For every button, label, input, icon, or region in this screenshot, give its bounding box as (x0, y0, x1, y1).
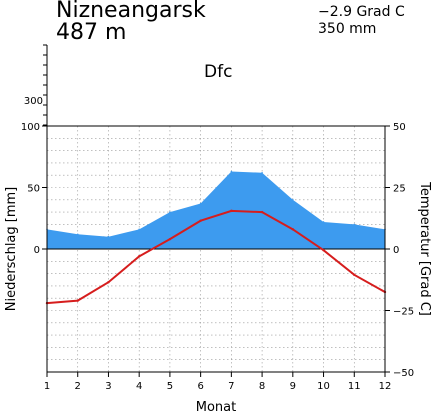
temperature-point (291, 228, 295, 231)
temperature-point (322, 249, 325, 252)
mean-temperature: −2.9 Grad C (318, 4, 405, 20)
month-label: 11 (348, 381, 361, 392)
right-tick-label: 25 (393, 184, 406, 195)
left-tick-label: 0 (34, 245, 40, 256)
upper-tick-label: 300 (24, 96, 43, 107)
temperature-point (199, 219, 202, 222)
month-label: 7 (228, 381, 234, 392)
station-elevation: 487 m (56, 20, 127, 45)
temperature-point (137, 255, 141, 258)
month-label: 10 (317, 381, 330, 392)
month-label: 4 (136, 381, 142, 392)
left-tick-label: 100 (21, 122, 40, 133)
right-axis-title: Temperatur [Grad C] (417, 181, 432, 316)
left-tick-label: 50 (27, 184, 40, 195)
annual-precipitation: 350 mm (318, 21, 377, 37)
right-tick-label: −25 (393, 307, 414, 318)
temperature-point (353, 273, 356, 277)
temperature-point (230, 209, 233, 213)
precipitation-point (138, 228, 140, 231)
month-label: 3 (105, 381, 111, 392)
x-axis-title: Monat (196, 400, 236, 415)
right-tick-label: 0 (393, 245, 399, 256)
precipitation-point (322, 221, 325, 223)
month-label: 8 (259, 381, 265, 392)
precipitation-area (47, 171, 385, 249)
month-label: 2 (75, 381, 81, 392)
left-axis-title: Niederschlag [mm] (4, 187, 19, 312)
precipitation-point (261, 171, 263, 174)
precipitation-point (353, 223, 356, 226)
temperature-point (107, 281, 110, 284)
temperature-point (76, 299, 79, 302)
right-tick-label: 50 (393, 122, 406, 133)
climate-classification: Dfc (204, 62, 233, 82)
month-label: 12 (379, 381, 392, 392)
temperature-point (260, 210, 264, 214)
precipitation-point (199, 202, 202, 205)
month-label: 5 (167, 381, 173, 392)
temperature-line (46, 209, 386, 305)
precipitation-point (230, 170, 233, 173)
temperature-point (168, 237, 172, 241)
month-label: 1 (44, 381, 50, 392)
month-label: 9 (290, 381, 296, 392)
month-label: 6 (197, 381, 203, 392)
right-tick-label: −50 (393, 368, 414, 379)
precipitation-point (76, 233, 79, 236)
station-name: Nizneangarsk (56, 0, 206, 23)
precipitation-point (169, 211, 171, 213)
precipitation-point (292, 199, 294, 201)
precipitation-point (107, 235, 110, 238)
